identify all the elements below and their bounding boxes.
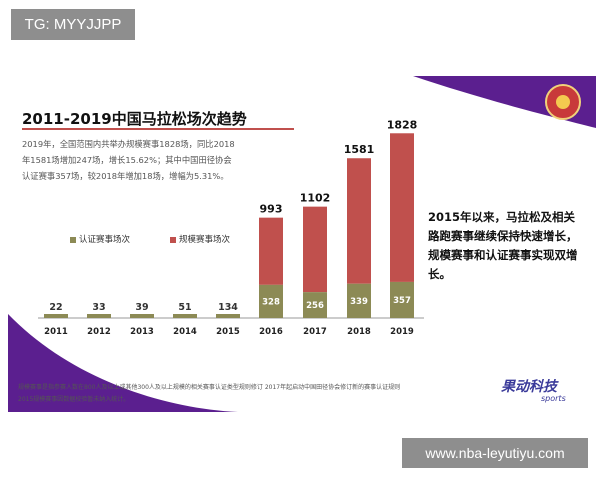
data-label: 51: [178, 302, 191, 313]
legend-swatch: [70, 236, 76, 243]
data-label-certified: 339: [350, 297, 368, 307]
brand-logo: 果动科技: [501, 379, 557, 395]
legend-item-scale: 规模赛事场次: [170, 233, 230, 245]
chart-slide: 22 2011 33 2012 39 2013 51 2014 134 2015 993 328 201…: [8, 76, 596, 412]
data-label: 39: [135, 302, 148, 313]
bar-certified: [390, 281, 414, 318]
bar-small: [173, 314, 197, 318]
bar-scale: [347, 158, 371, 284]
bar-small: [130, 314, 154, 318]
bar-small: [216, 314, 240, 318]
tag-label: TG: MYYJJPP: [11, 9, 135, 40]
brand-subtitle: sports: [541, 394, 566, 403]
bar-certified: [303, 292, 327, 318]
bars-layer: [44, 133, 414, 318]
data-label-certified: 357: [393, 296, 411, 306]
side-commentary: 2015年以来，马拉松及相关路跑赛事继续保持快速增长，规模赛事和认证赛事实现双增…: [428, 210, 578, 281]
x-tick-label: 2012: [87, 327, 111, 337]
x-tick-label: 2011: [44, 327, 68, 337]
data-label-total: 1828: [387, 118, 418, 131]
labels-layer: 22 2011 33 2012 39 2013 51 2014 134 2015 993 328 201…: [44, 118, 417, 337]
x-tick-label: 2016: [259, 327, 283, 337]
association-emblem-icon: [545, 84, 581, 120]
summary-note: 2019年，全国范围内共举办规模赛事1828场，同比2018 年1581场增加2…: [22, 136, 272, 184]
x-tick-label: 2013: [130, 327, 154, 337]
data-label: 33: [92, 302, 105, 313]
bottom-swoosh: [8, 314, 238, 412]
bar-certified: [347, 283, 371, 318]
legend-label: 规模赛事场次: [179, 235, 231, 245]
data-label-total: 993: [260, 203, 283, 216]
x-tick-label: 2015: [216, 327, 240, 337]
legend-swatch: [170, 236, 176, 243]
watermark-label: www.nba-leyutiyu.com: [402, 438, 588, 468]
note-line: 认证赛事357场，较2018年增加18场，增幅为5.31%。: [22, 171, 229, 181]
footnote-line: 规模赛事是指参赛人数在800人及以上或其他300人及以上规模的相关赛事认证类型规…: [18, 384, 401, 391]
data-label-total: 1581: [344, 143, 375, 156]
data-label: 134: [218, 302, 238, 313]
footnote-line: 2015规模赛事因数据校验暂未纳入统计。: [18, 396, 130, 403]
data-label-certified: 256: [306, 301, 324, 311]
bar-certified: [259, 284, 283, 318]
bar-scale: [390, 133, 414, 282]
title-rule: [22, 128, 294, 130]
bar-small: [87, 314, 111, 318]
x-tick-label: 2018: [347, 327, 371, 337]
x-tick-label: 2014: [173, 327, 197, 337]
legend-item-certified: 认证赛事场次: [70, 233, 130, 245]
legend-label: 认证赛事场次: [79, 235, 131, 245]
bar-scale: [259, 217, 283, 285]
x-tick-label: 2019: [390, 327, 414, 337]
note-line: 2019年，全国范围内共举办规模赛事1828场，同比2018: [22, 139, 235, 149]
data-label-total: 1102: [300, 192, 331, 205]
bar-small: [44, 314, 68, 318]
chart-title: 2011-2019中国马拉松场次趋势: [22, 110, 247, 128]
data-label: 22: [49, 302, 62, 313]
x-tick-label: 2017: [303, 327, 327, 337]
data-label-certified: 328: [262, 297, 280, 307]
note-line: 年1581场增加247场，增长15.62%；其中中国田径协会: [22, 155, 232, 165]
bar-scale: [303, 206, 327, 293]
